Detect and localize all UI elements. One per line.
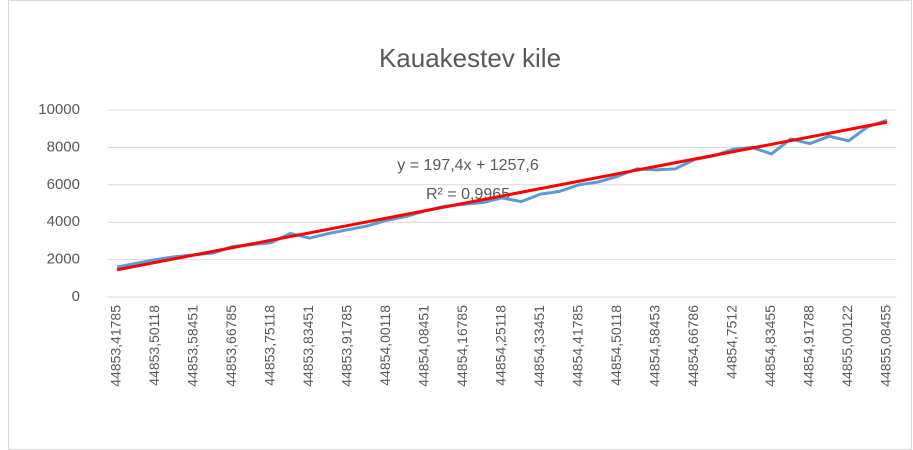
chart-title: Kauakestev kile bbox=[379, 43, 561, 73]
x-tick-label: 44855,00122 bbox=[839, 305, 855, 387]
x-tick-label: 44854,83455 bbox=[762, 305, 778, 387]
x-tick-label: 44854,66786 bbox=[685, 305, 701, 387]
x-tick-label: 44854,25118 bbox=[493, 305, 509, 386]
x-tick-label: 44854,7512 bbox=[724, 305, 740, 379]
x-tick-label: 44854,58453 bbox=[647, 305, 663, 387]
x-tick-label: 44854,91788 bbox=[801, 305, 817, 387]
x-tick-label: 44854,50118 bbox=[608, 305, 624, 386]
x-tick-label: 44853,41785 bbox=[108, 305, 124, 387]
y-tick-label: 8000 bbox=[47, 138, 80, 155]
x-tick-label: 44853,58451 bbox=[185, 305, 201, 387]
y-tick-label: 6000 bbox=[47, 176, 80, 193]
trend-line bbox=[116, 120, 888, 272]
x-tick-label: 44854,33451 bbox=[531, 305, 547, 387]
x-tick-label: 44854,16785 bbox=[454, 305, 470, 387]
x-tick-label: 44854,00118 bbox=[377, 305, 393, 386]
x-tick-label: 44853,83451 bbox=[300, 305, 316, 387]
x-tick-label: 44854,41785 bbox=[570, 305, 586, 387]
x-tick-label: 44854,08451 bbox=[416, 305, 432, 387]
y-tick-label: 10000 bbox=[38, 101, 80, 118]
x-tick-label: 44853,50118 bbox=[146, 305, 162, 386]
x-tick-label: 44853,75118 bbox=[262, 305, 278, 386]
y-tick-label: 0 bbox=[72, 288, 80, 305]
y-tick-label: 2000 bbox=[47, 251, 80, 268]
x-tick-label: 44853,91785 bbox=[339, 305, 355, 387]
trend-r-squared: R² = 0,9965 bbox=[426, 186, 510, 203]
trend-equation: y = 197,4x + 1257,6 bbox=[397, 157, 539, 174]
y-tick-label: 4000 bbox=[47, 213, 80, 230]
x-tick-label: 44855,08455 bbox=[878, 305, 894, 387]
x-tick-label: 44853,66785 bbox=[223, 305, 239, 387]
chart-frame bbox=[8, 0, 912, 450]
